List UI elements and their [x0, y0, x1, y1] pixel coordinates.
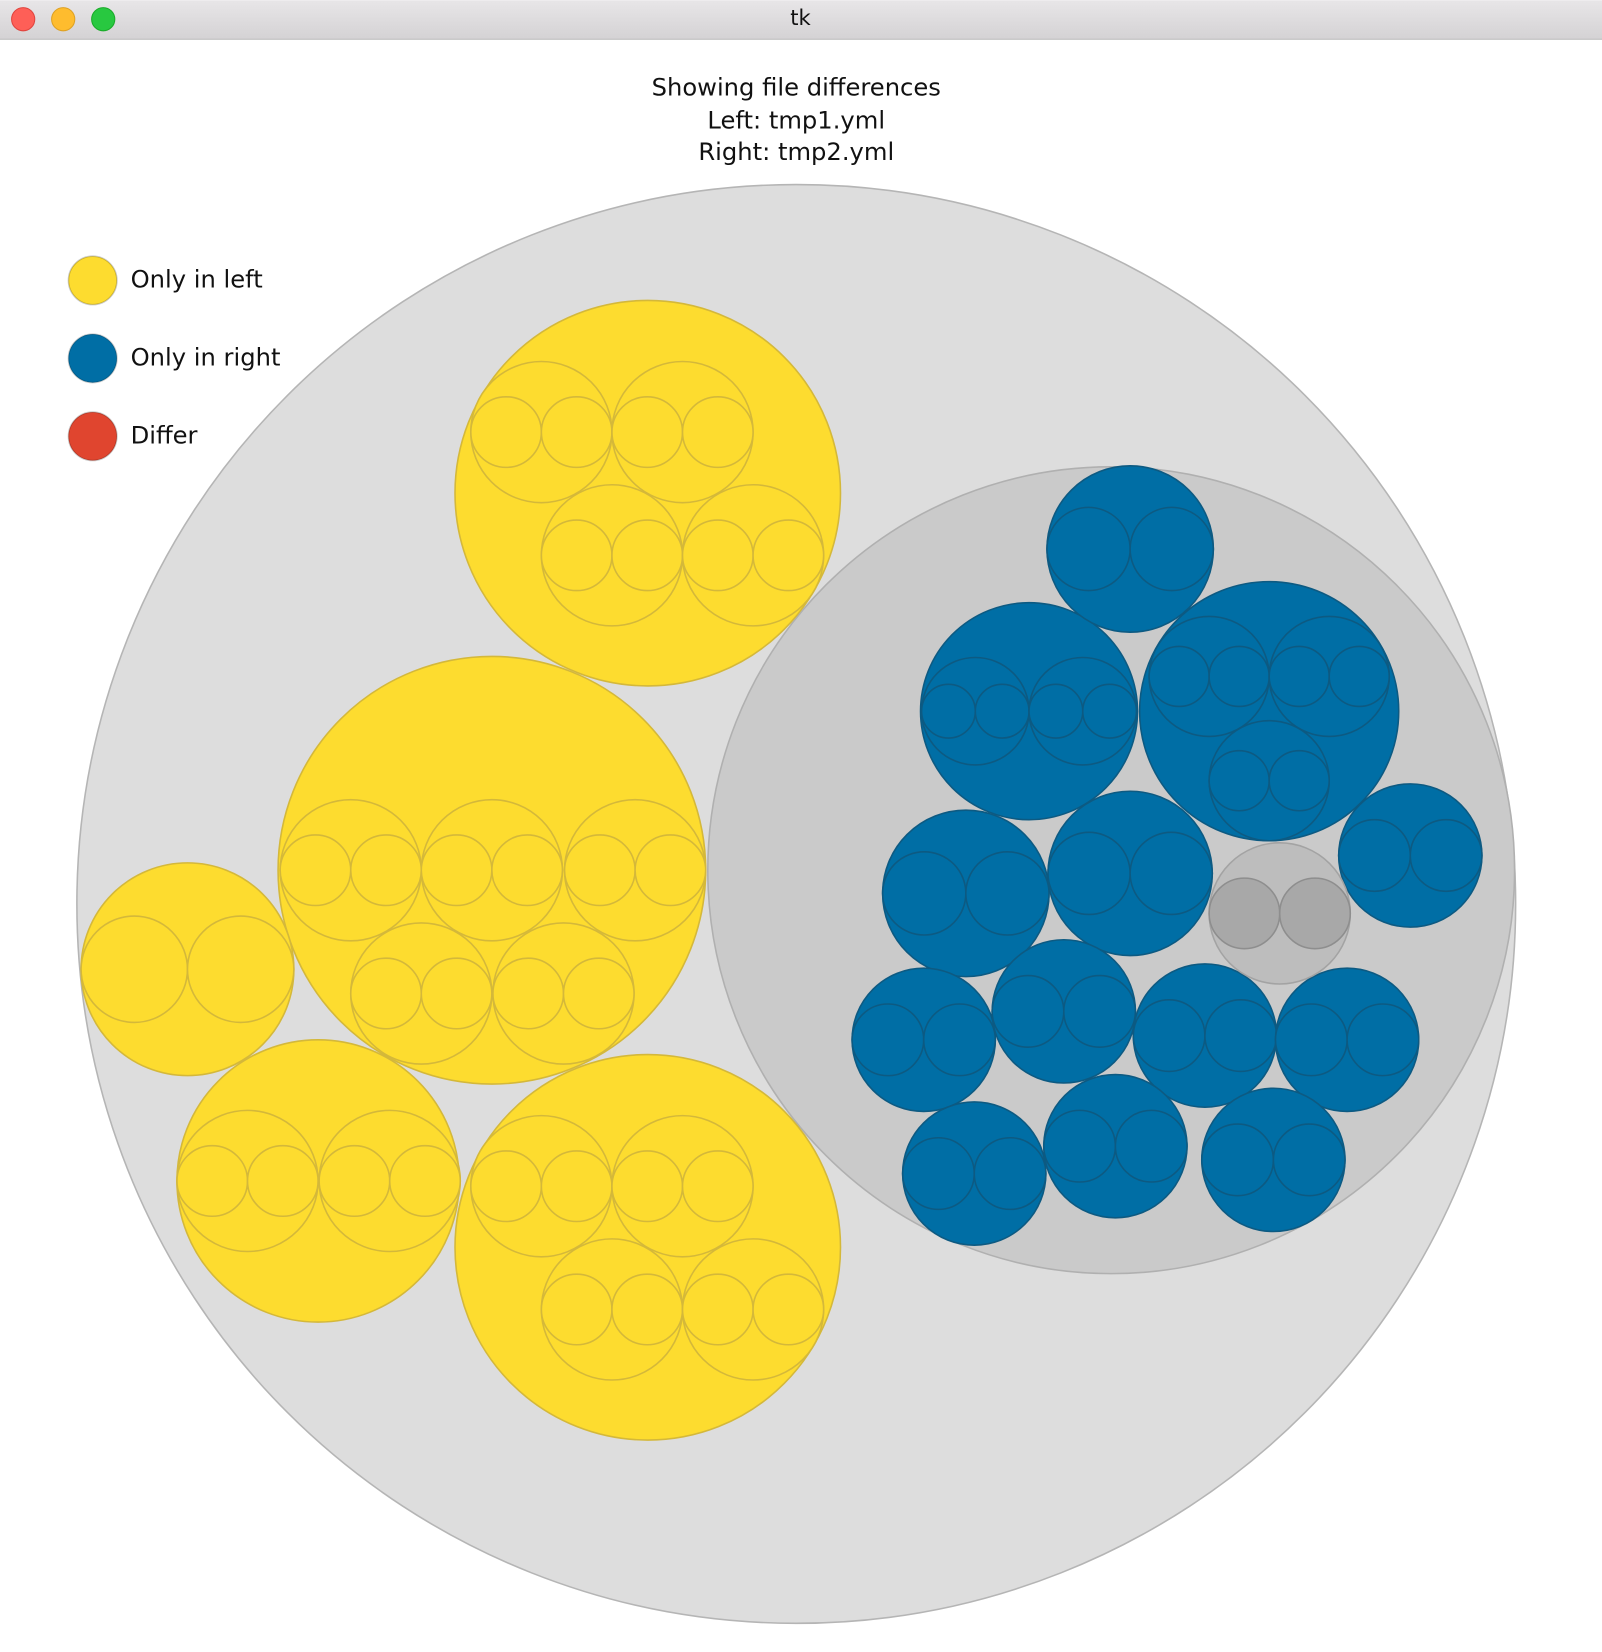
item-circle — [1200, 1123, 1275, 1197]
item-circle — [1042, 1109, 1117, 1183]
item-circle — [611, 519, 684, 592]
item-circle — [1114, 1109, 1188, 1183]
legend-label: Only in right — [131, 343, 281, 371]
item-circle — [420, 957, 493, 1030]
item-circle — [681, 519, 754, 592]
item-circle — [562, 957, 635, 1030]
item-circle — [470, 396, 543, 469]
legend-label: Differ — [131, 421, 198, 449]
item-circle — [965, 851, 1050, 936]
header-line: Left: tmp1.yml — [707, 106, 885, 134]
item-circle — [176, 1144, 249, 1218]
item-circle — [611, 1150, 684, 1223]
item-circle — [1062, 974, 1137, 1048]
item-circle — [901, 1136, 976, 1211]
item-circle — [246, 1144, 319, 1218]
item-circle — [1346, 1003, 1420, 1077]
item-circle — [1081, 683, 1138, 739]
item-circle — [920, 683, 977, 739]
item-circle — [974, 683, 1030, 739]
header-line: Showing file differences — [652, 74, 941, 102]
item-circle — [1208, 749, 1270, 812]
item-circle — [634, 834, 707, 907]
title-bar — [0, 0, 1602, 40]
item-circle — [752, 519, 825, 592]
item-circle — [1272, 1123, 1346, 1197]
item-circle — [1129, 506, 1215, 592]
item-circle — [186, 915, 295, 1024]
window-title: tk — [790, 5, 811, 30]
legend-label: Only in left — [131, 265, 263, 293]
item-circle — [681, 1150, 754, 1223]
item-circle — [540, 1273, 613, 1346]
item-circle — [611, 396, 684, 469]
item-circle — [492, 957, 565, 1030]
item-circle — [540, 396, 613, 469]
item-circle — [752, 1273, 825, 1346]
item-circle — [279, 834, 352, 907]
item-circle — [1129, 831, 1214, 916]
close-button[interactable] — [11, 7, 36, 32]
header-line: Right: tmp2.yml — [698, 138, 894, 166]
item-circle — [1274, 1003, 1348, 1077]
item-circle — [470, 1150, 543, 1223]
legend-swatch — [67, 411, 118, 462]
item-circle — [491, 834, 564, 907]
legend: Only in left Only in right Differ — [67, 255, 281, 462]
item-circle — [349, 957, 423, 1030]
item-circle — [1204, 998, 1278, 1073]
item-circle — [318, 1144, 391, 1218]
item-circle — [881, 851, 967, 936]
item-circle — [1208, 645, 1270, 708]
item-circle — [349, 834, 423, 907]
item-circle — [1268, 645, 1330, 708]
item-circle — [1148, 645, 1210, 708]
item-circle — [991, 974, 1065, 1048]
item-circle — [388, 1144, 462, 1218]
item-circle — [1046, 506, 1131, 592]
item-circle — [1328, 645, 1391, 708]
item-circle — [1132, 998, 1206, 1073]
item-circle — [1028, 683, 1084, 739]
item-circle — [80, 915, 189, 1024]
item-circle — [681, 1273, 754, 1346]
circle-pack — [76, 183, 1517, 1625]
item-circle — [851, 1003, 925, 1077]
item-circle — [681, 396, 754, 469]
item-circle — [540, 519, 613, 592]
item-circle — [922, 1003, 997, 1077]
item-circle — [973, 1136, 1047, 1211]
item-circle — [1278, 877, 1352, 950]
minimize-button[interactable] — [51, 7, 76, 32]
legend-swatch — [67, 255, 118, 306]
item-circle — [1208, 877, 1281, 950]
item-circle — [1047, 831, 1131, 916]
item-circle — [1409, 818, 1483, 893]
legend-swatch — [67, 333, 118, 384]
item-circle — [1268, 749, 1330, 812]
item-circle — [611, 1273, 684, 1346]
item-circle — [420, 834, 493, 907]
zoom-button[interactable] — [91, 7, 116, 32]
item-circle — [540, 1150, 613, 1223]
item-circle — [563, 834, 636, 907]
item-circle — [1337, 818, 1412, 893]
